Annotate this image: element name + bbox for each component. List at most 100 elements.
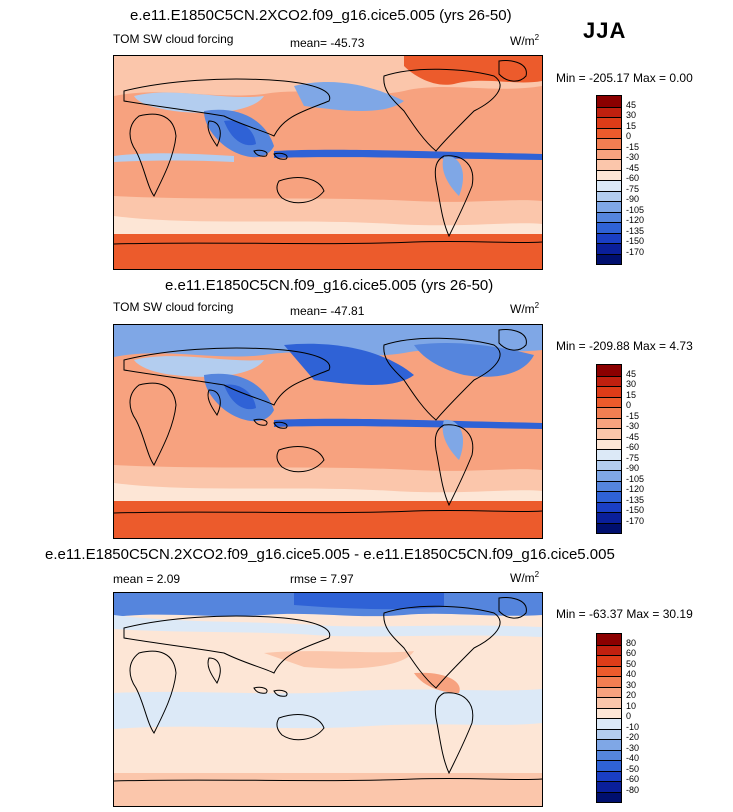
colorbar-cell <box>597 676 621 687</box>
colorbar-cell <box>597 169 621 180</box>
colorbar-cell <box>597 386 621 397</box>
colorbar-tick-label: -20 <box>626 732 640 742</box>
colorbar-cell <box>597 232 621 243</box>
colorbar-tick-label: -105 <box>626 204 645 215</box>
colorbar-tick-label: 40 <box>626 669 637 679</box>
colorbar-cell <box>597 148 621 159</box>
colorbar-cell <box>597 396 621 407</box>
panel1-units: W/m2 <box>510 33 540 48</box>
panel2-mean-label: mean= -47.81 <box>290 304 365 318</box>
colorbar-cell <box>597 253 621 264</box>
colorbar-cell <box>597 770 621 781</box>
colorbar-tick-label: -170 <box>626 515 645 526</box>
colorbar-tick-label: -120 <box>626 215 645 225</box>
colorbar-cell <box>597 190 621 201</box>
panel1-mean-label: mean= -45.73 <box>290 36 365 50</box>
colorbar-tick-label: -90 <box>626 194 640 204</box>
colorbar-cell <box>597 438 621 449</box>
colorbar-tick-label: -60 <box>626 442 640 452</box>
panel2-colorbar <box>596 364 622 534</box>
colorbar-tick-label: 30 <box>626 679 637 690</box>
colorbar-cell <box>597 407 621 418</box>
colorbar-tick-label: 20 <box>626 690 637 700</box>
colorbar-cell <box>597 127 621 138</box>
colorbar-tick-label: 0 <box>626 400 632 410</box>
colorbar-cell <box>597 760 621 771</box>
colorbar-tick-label: 60 <box>626 648 637 658</box>
colorbar-tick-label: -45 <box>626 162 640 173</box>
colorbar-tick-label: -10 <box>626 721 640 732</box>
colorbar-tick-label: 30 <box>626 379 637 389</box>
colorbar-cell <box>597 222 621 233</box>
colorbar-cell <box>597 449 621 460</box>
colorbar-cell <box>597 791 621 802</box>
colorbar-tick-label: -30 <box>626 421 640 431</box>
colorbar-tick-label: -80 <box>626 784 640 795</box>
season-label: JJA <box>583 18 627 43</box>
colorbar-tick-label: -30 <box>626 152 640 162</box>
panel1-minmax: Min = -205.17 Max = 0.00 <box>556 71 693 85</box>
colorbar-tick-label: 80 <box>626 637 637 648</box>
colorbar-tick-label: 15 <box>626 389 637 400</box>
colorbar-tick-label: 45 <box>626 368 637 379</box>
colorbar-cell <box>597 501 621 512</box>
panel2-variable-label: TOM SW cloud forcing <box>113 300 234 314</box>
colorbar-tick-label: -40 <box>626 753 640 763</box>
colorbar-tick-label: -45 <box>626 431 640 442</box>
colorbar-cell <box>597 375 621 386</box>
colorbar-tick-label: -150 <box>626 236 645 246</box>
colorbar-cell <box>597 707 621 718</box>
colorbar-tick-label: -50 <box>626 763 640 774</box>
colorbar-cell <box>597 470 621 481</box>
colorbar-cell <box>597 644 621 655</box>
colorbar-tick-label: -170 <box>626 246 645 257</box>
colorbar-cell <box>597 655 621 666</box>
colorbar-cell <box>597 96 621 107</box>
panel3-minmax: Min = -63.37 Max = 30.19 <box>556 607 693 621</box>
colorbar-cell <box>597 634 621 645</box>
colorbar-cell <box>597 159 621 170</box>
colorbar-tick-label: 45 <box>626 99 637 110</box>
colorbar-cell <box>597 417 621 428</box>
colorbar-tick-label: -135 <box>626 225 645 236</box>
colorbar-cell <box>597 512 621 523</box>
colorbar-tick-label: 15 <box>626 120 637 131</box>
colorbar-tick-label: -75 <box>626 183 640 194</box>
panel3-mean-label: mean = 2.09 <box>113 572 181 586</box>
colorbar-tick-label: 10 <box>626 700 637 711</box>
colorbar-tick-label: -15 <box>626 410 640 421</box>
colorbar-cell <box>597 665 621 676</box>
colorbar-cell <box>597 522 621 533</box>
colorbar-tick-label: -105 <box>626 473 645 484</box>
colorbar-cell <box>597 749 621 760</box>
panel1-title: e.e11.E1850C5CN.2XCO2.f09_g16.cice5.005 … <box>130 7 512 24</box>
panel1-colorbar <box>596 95 622 265</box>
colorbar-cell <box>597 491 621 502</box>
panel3-units: W/m2 <box>510 570 540 585</box>
colorbar-cell <box>597 243 621 254</box>
colorbar-tick-label: -75 <box>626 452 640 463</box>
colorbar-tick-label: 0 <box>626 131 632 141</box>
panel1-map <box>113 55 543 270</box>
colorbar-cell <box>597 728 621 739</box>
colorbar-tick-label: -150 <box>626 505 645 515</box>
colorbar-cell <box>597 686 621 697</box>
colorbar-cell <box>597 781 621 792</box>
panel2-minmax: Min = -209.88 Max = 4.73 <box>556 339 693 353</box>
colorbar-cell <box>597 106 621 117</box>
panel3-map <box>113 592 543 807</box>
panel3-colorbar <box>596 633 622 803</box>
colorbar-cell <box>597 117 621 128</box>
colorbar-cell <box>597 365 621 376</box>
colorbar-tick-label: -30 <box>626 742 640 753</box>
colorbar-tick-label: 50 <box>626 658 637 669</box>
panel3-title: e.e11.E1850C5CN.2XCO2.f09_g16.cice5.005 … <box>45 546 615 563</box>
colorbar-cell <box>597 138 621 149</box>
panel2-units: W/m2 <box>510 301 540 316</box>
colorbar-tick-label: -90 <box>626 463 640 473</box>
colorbar-tick-label: -15 <box>626 141 640 152</box>
colorbar-cell <box>597 718 621 729</box>
colorbar-tick-label: 30 <box>626 110 637 120</box>
colorbar-tick-label: -60 <box>626 774 640 784</box>
panel1-variable-label: TOM SW cloud forcing <box>113 32 234 46</box>
